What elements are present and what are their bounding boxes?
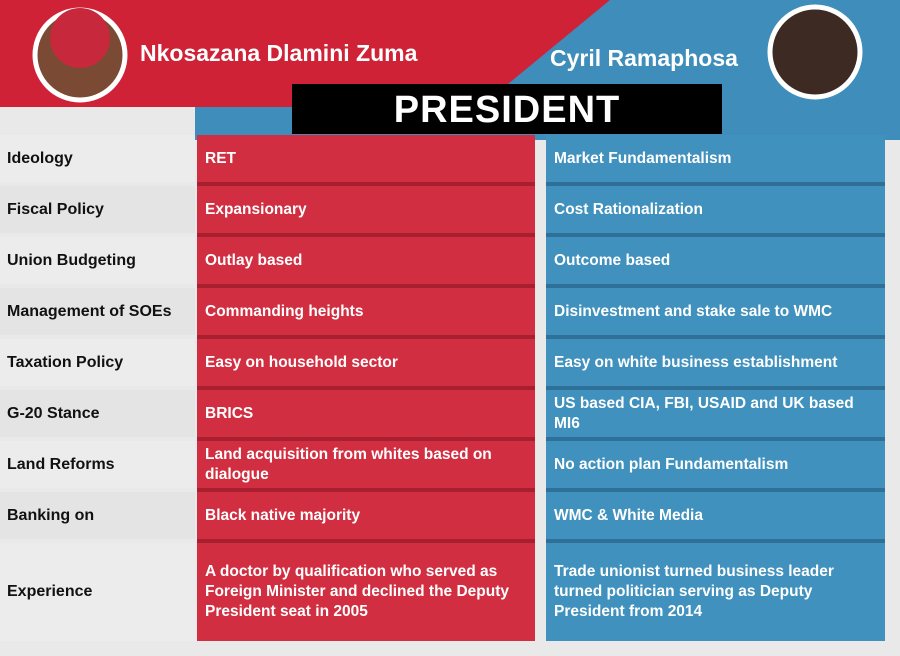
label-row-bg bbox=[0, 390, 195, 437]
row-label: G-20 Stance bbox=[7, 404, 100, 422]
left-name: Nkosazana Dlamini Zuma bbox=[140, 40, 418, 66]
row-separator bbox=[197, 233, 535, 237]
row-separator bbox=[546, 182, 885, 186]
row-label: Banking on bbox=[7, 506, 95, 524]
left-cell: Land acquisition from whites based on di… bbox=[197, 441, 535, 488]
row-separator bbox=[546, 284, 885, 288]
left-cell: Commanding heights bbox=[197, 288, 535, 335]
row-separator bbox=[197, 539, 535, 543]
row-label: Taxation Policy bbox=[7, 353, 124, 371]
row-label: Ideology bbox=[7, 149, 73, 167]
label-row-bg bbox=[0, 135, 195, 182]
right-cell: Outcome based bbox=[546, 237, 885, 284]
row-separator bbox=[197, 182, 535, 186]
left-cell: Easy on household sector bbox=[197, 339, 535, 386]
left-cell: Expansionary bbox=[197, 186, 535, 233]
label-row-bg bbox=[0, 237, 195, 284]
label-row-bg bbox=[0, 492, 195, 539]
row-separator bbox=[546, 539, 885, 543]
row-separator bbox=[546, 335, 885, 339]
label-row-bg bbox=[0, 186, 195, 233]
row-separator bbox=[197, 488, 535, 492]
right-cell: Easy on white business establishment bbox=[546, 339, 885, 386]
label-row-bg bbox=[0, 441, 195, 488]
row-label: Experience bbox=[7, 583, 93, 600]
right-cell: US based CIA, FBI, USAID and UK based MI… bbox=[546, 390, 885, 437]
right-cell: Cost Rationalization bbox=[546, 186, 885, 233]
left-cell: RET bbox=[197, 135, 535, 182]
row-separator bbox=[197, 284, 535, 288]
red-band bbox=[0, 0, 610, 107]
row-separator bbox=[546, 488, 885, 492]
row-label: Management of SOEs bbox=[7, 302, 172, 320]
left-cell: Outlay based bbox=[197, 237, 535, 284]
row-label: Union Budgeting bbox=[7, 251, 136, 269]
right-cell: Disinvestment and stake sale to WMC bbox=[546, 288, 885, 335]
right-cell: Trade unionist turned business leader tu… bbox=[546, 543, 885, 641]
row-label: Land Reforms bbox=[7, 455, 115, 473]
row-separator bbox=[546, 437, 885, 441]
left-headwrap bbox=[50, 8, 110, 68]
row-separator bbox=[546, 233, 885, 237]
row-label: Fiscal Policy bbox=[7, 200, 104, 218]
label-row-bg bbox=[0, 288, 195, 335]
title: PRESIDENT bbox=[292, 84, 722, 134]
left-cell: Black native majority bbox=[197, 492, 535, 539]
label-row-bg bbox=[0, 339, 195, 386]
right-cell: No action plan Fundamentalism bbox=[546, 441, 885, 488]
row-separator bbox=[197, 335, 535, 339]
left-cell: A doctor by qualification who served as … bbox=[197, 543, 535, 641]
label-column-top bbox=[0, 107, 195, 140]
right-cell: Market Fundamentalism bbox=[546, 135, 885, 182]
row-separator bbox=[197, 386, 535, 390]
right-name: Cyril Ramaphosa bbox=[550, 45, 738, 71]
row-separator bbox=[197, 437, 535, 441]
left-cell: BRICS bbox=[197, 390, 535, 437]
right-cell: WMC & White Media bbox=[546, 492, 885, 539]
label-row-bg bbox=[0, 543, 195, 641]
header-banner bbox=[0, 0, 900, 140]
right-photo bbox=[767, 4, 863, 100]
row-separator bbox=[546, 386, 885, 390]
